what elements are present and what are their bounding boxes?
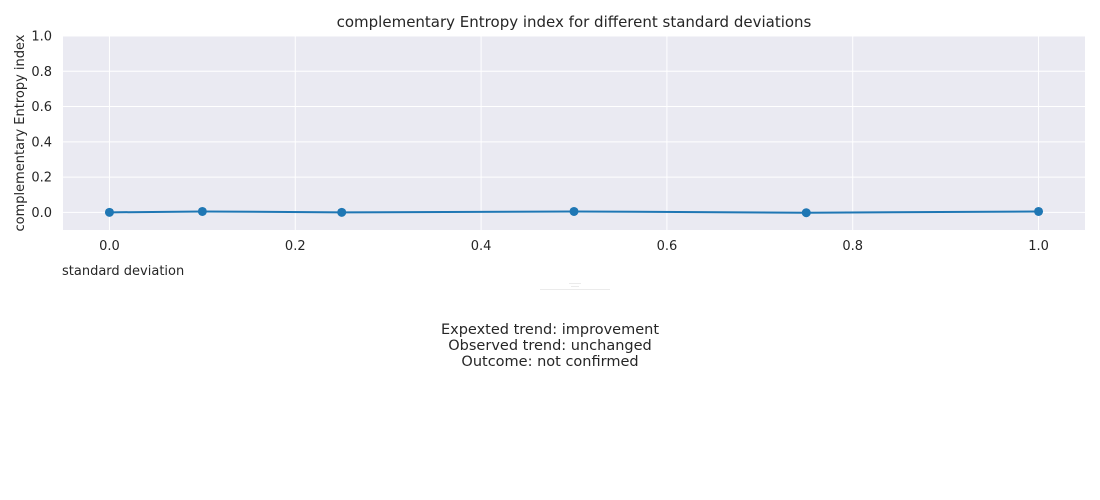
outcome-text: Outcome: not confirmed	[461, 354, 639, 370]
chart-title: complementary Entropy index for differen…	[337, 13, 812, 31]
data-point	[197, 206, 207, 216]
series-line	[109, 210, 1039, 214]
y-axis-label: complementary Entropy index	[13, 34, 28, 231]
x-tick-label: 0.0	[99, 239, 120, 254]
data-point	[104, 207, 114, 217]
line-chart: 0.0 0.2 0.4 0.6 0.8 1.0 0.0 0.2 0.4 0.6 0.8 1.0 co…	[13, 13, 1085, 279]
plot-area	[63, 36, 1085, 230]
data-point	[801, 208, 811, 218]
y-tick-label: 0.2	[31, 171, 52, 186]
x-axis-label: standard deviation	[62, 264, 184, 279]
y-tick-label: 0.8	[31, 65, 52, 80]
x-tick-label: 0.4	[471, 239, 492, 254]
data-point	[1034, 206, 1044, 216]
expected-trend-text: Expexted trend: improvement	[440, 322, 660, 338]
x-tick-label: 0.6	[657, 239, 678, 254]
tiny-figure-caption: —————— ———— ————————————————————————————…	[540, 283, 610, 291]
y-tick-label: 1.0	[31, 30, 52, 45]
y-tick-label: 0.4	[31, 135, 52, 150]
x-tick-label: 1.0	[1028, 239, 1049, 254]
observed-trend-text: Observed trend: unchanged	[448, 338, 652, 354]
series-layer	[104, 206, 1044, 218]
data-point	[569, 206, 579, 216]
y-tick-label: 0.6	[31, 100, 52, 115]
trend-summary: Expexted trend: improvement Observed tre…	[350, 322, 750, 370]
x-tick-labels: 0.0 0.2 0.4 0.6 0.8 1.0	[99, 239, 1049, 254]
data-point	[337, 207, 347, 217]
y-tick-label: 0.0	[31, 206, 52, 221]
x-tick-label: 0.8	[842, 239, 863, 254]
y-tick-labels: 0.0 0.2 0.4 0.6 0.8 1.0	[31, 30, 52, 221]
x-tick-label: 0.2	[285, 239, 306, 254]
